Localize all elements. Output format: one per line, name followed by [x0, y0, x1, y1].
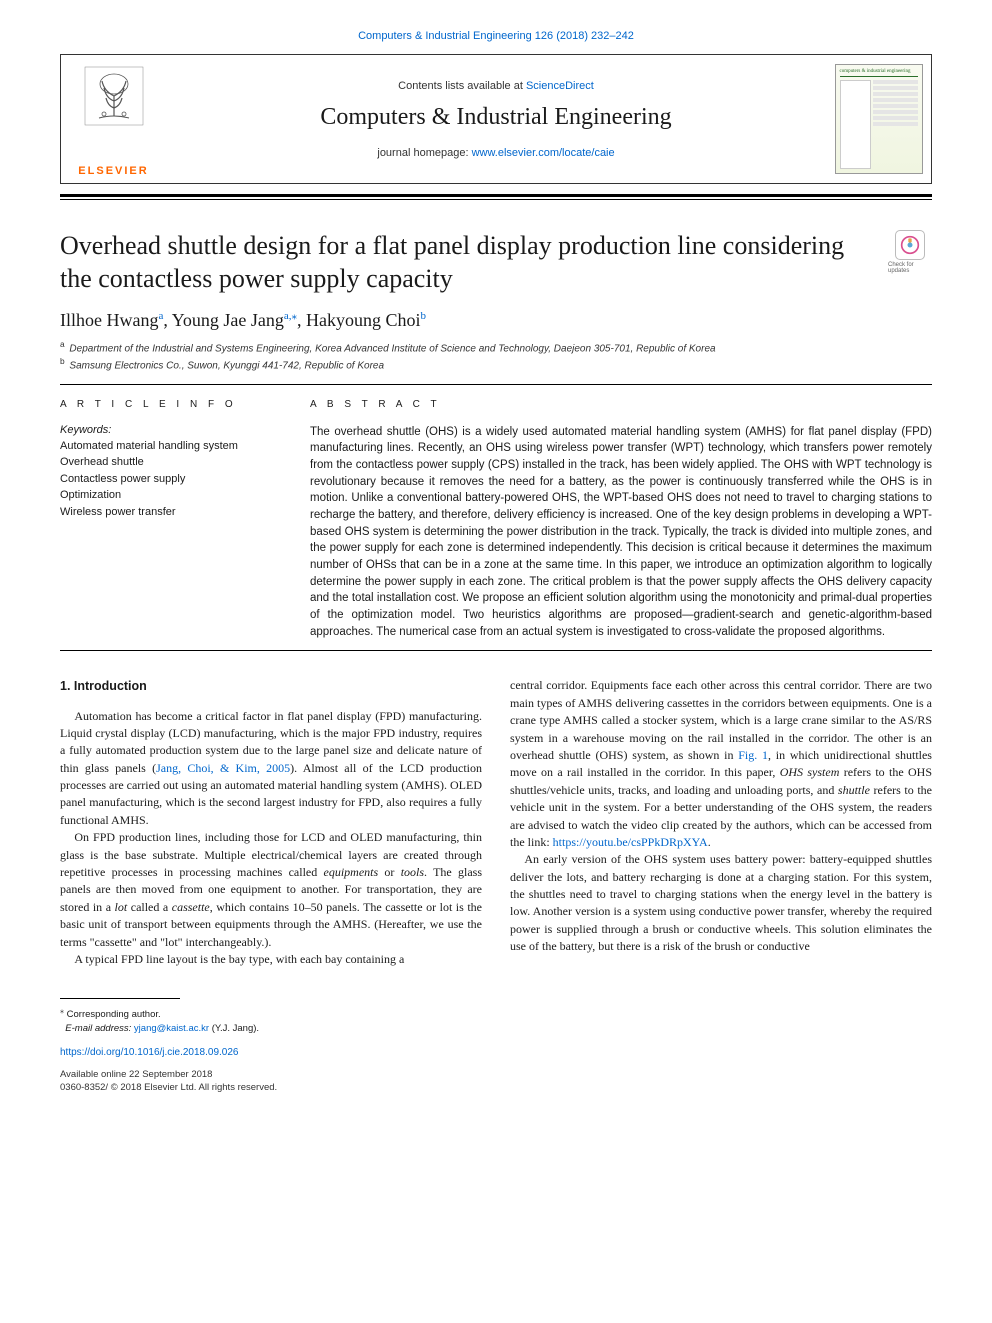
contents-prefix: Contents lists available at — [398, 80, 526, 92]
cover-thumb-block: computers & industrial engineering — [826, 55, 931, 183]
body-paragraph: A typical FPD line layout is the bay typ… — [60, 951, 482, 968]
doi-line: https://doi.org/10.1016/j.cie.2018.09.02… — [60, 1047, 932, 1058]
contents-available-line: Contents lists available at ScienceDirec… — [398, 80, 594, 92]
footnotes: ⁎ Corresponding author. E-mail address: … — [60, 1005, 932, 1035]
elsevier-tree-logo — [79, 61, 149, 131]
available-online: Available online 22 September 2018 — [60, 1068, 932, 1081]
keyword: Optimization — [60, 487, 280, 504]
body-paragraph: central corridor. Equipments face each o… — [510, 677, 932, 851]
keyword: Overhead shuttle — [60, 454, 280, 471]
publisher-block: ELSEVIER — [61, 55, 166, 183]
publisher-name: ELSEVIER — [78, 165, 148, 177]
check-updates-badge[interactable]: Check for updates — [888, 230, 932, 274]
corresponding-author-note: ⁎ Corresponding author. — [60, 1005, 932, 1021]
keywords-head: Keywords: — [60, 424, 280, 436]
rule-below-abstract — [60, 650, 932, 651]
email-line: E-mail address: yjang@kaist.ac.kr (Y.J. … — [60, 1022, 932, 1035]
authors-line: Illhoe Hwanga, Young Jae Janga,⁎, Hakyou… — [60, 309, 932, 331]
keyword: Automated material handling system — [60, 438, 280, 455]
crossmark-icon — [895, 230, 925, 260]
body-text: , in which unidirectional shuttles move … — [510, 748, 932, 849]
homepage-prefix: journal homepage: — [377, 147, 471, 159]
external-link[interactable]: https://youtu.be/csPPkDRpXYA — [553, 835, 708, 849]
body-text: . — [708, 835, 711, 849]
copyright-line: 0360-8352/ © 2018 Elsevier Ltd. All righ… — [60, 1081, 932, 1094]
affiliation-line: a Department of the Industrial and Syste… — [60, 339, 932, 356]
article-info-block: A R T I C L E I N F O Keywords: Automate… — [60, 399, 280, 641]
sciencedirect-link[interactable]: ScienceDirect — [526, 80, 594, 92]
journal-reference-link[interactable]: Computers & Industrial Engineering 126 (… — [358, 30, 634, 42]
journal-cover-thumbnail: computers & industrial engineering — [835, 64, 923, 174]
citation-link[interactable]: Jang, Choi, & Kim, 2005 — [156, 761, 290, 775]
keyword: Contactless power supply — [60, 471, 280, 488]
check-updates-label: Check for updates — [888, 262, 932, 274]
keyword: Wireless power transfer — [60, 504, 280, 521]
abstract-text: The overhead shuttle (OHS) is a widely u… — [310, 424, 932, 641]
doi-link[interactable]: https://doi.org/10.1016/j.cie.2018.09.02… — [60, 1047, 238, 1058]
journal-reference: Computers & Industrial Engineering 126 (… — [60, 30, 932, 42]
body-paragraph: On FPD production lines, including those… — [60, 829, 482, 951]
section-heading: 1. Introduction — [60, 677, 482, 695]
publication-info: Available online 22 September 2018 0360-… — [60, 1068, 932, 1095]
header-double-rule — [60, 194, 932, 200]
email-link[interactable]: yjang@kaist.ac.kr — [134, 1023, 209, 1034]
homepage-link[interactable]: www.elsevier.com/locate/caie — [472, 147, 615, 159]
body-columns: 1. Introduction Automation has become a … — [60, 677, 932, 968]
body-paragraph: An early version of the OHS system uses … — [510, 851, 932, 955]
article-title: Overhead shuttle design for a flat panel… — [60, 230, 876, 295]
journal-header-box: ELSEVIER Contents lists available at Sci… — [60, 54, 932, 184]
header-center: Contents lists available at ScienceDirec… — [166, 55, 826, 183]
homepage-line: journal homepage: www.elsevier.com/locat… — [377, 147, 614, 159]
affiliation-line: b Samsung Electronics Co., Suwon, Kyungg… — [60, 356, 932, 373]
email-label: E-mail address: — [65, 1023, 131, 1034]
footnote-rule — [60, 998, 180, 999]
journal-name: Computers & Industrial Engineering — [320, 104, 671, 131]
abstract-block: A B S T R A C T The overhead shuttle (OH… — [310, 399, 932, 641]
rule-above-abstract — [60, 384, 932, 385]
figure-ref-link[interactable]: Fig. 1 — [738, 748, 768, 762]
article-info-head: A R T I C L E I N F O — [60, 399, 280, 410]
affiliations: a Department of the Industrial and Syste… — [60, 339, 932, 374]
email-attrib: (Y.J. Jang). — [212, 1023, 259, 1034]
body-paragraph: Automation has become a critical factor … — [60, 708, 482, 830]
abstract-head: A B S T R A C T — [310, 399, 932, 410]
cover-title: computers & industrial engineering — [840, 69, 918, 77]
